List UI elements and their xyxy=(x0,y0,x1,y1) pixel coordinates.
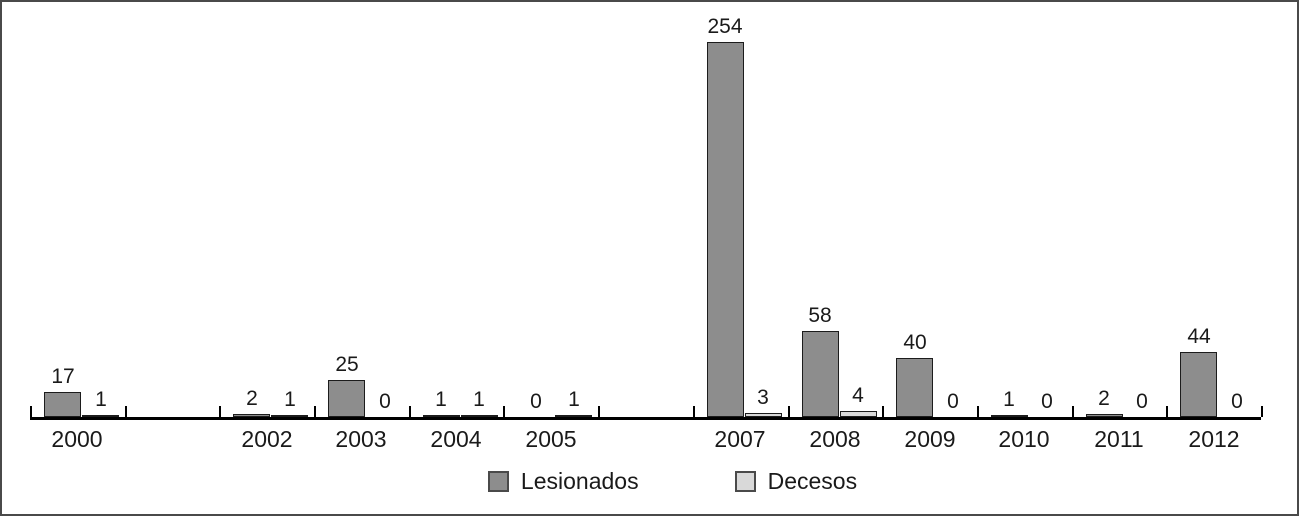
x-axis-year-label: 2008 xyxy=(809,426,861,452)
axis-tick xyxy=(1261,406,1263,417)
decesos-legend-label: Decesos xyxy=(767,467,858,494)
lesionados-bar xyxy=(991,415,1028,417)
axis-tick xyxy=(125,406,127,417)
decesos-value-label: 1 xyxy=(568,388,580,411)
lesionados-value-label: 1 xyxy=(1003,388,1015,411)
lesionados-value-label: 254 xyxy=(707,15,743,38)
axis-tick xyxy=(30,406,32,417)
axis-tick xyxy=(977,406,979,417)
lesionados-value-label: 1 xyxy=(435,388,447,411)
chart-legend: Lesionados Decesos xyxy=(2,465,1297,497)
axis-tick xyxy=(409,406,411,417)
lesionados-value-label: 25 xyxy=(335,353,359,376)
lesionados-bar xyxy=(328,380,365,417)
axis-tick xyxy=(788,406,790,417)
legend-item-lesionados: Lesionados xyxy=(487,467,639,495)
lesionados-value-label: 2 xyxy=(1098,387,1110,410)
axis-tick xyxy=(598,406,600,417)
lesionados-bar xyxy=(896,358,933,417)
x-axis-year-label: 2004 xyxy=(430,426,482,452)
decesos-bar xyxy=(745,413,782,417)
x-axis-year-label: 2000 xyxy=(51,426,103,452)
x-axis-year-label: 2005 xyxy=(525,426,577,452)
decesos-bar xyxy=(271,415,308,417)
x-axis-year-label: 2003 xyxy=(335,426,387,452)
lesionados-bar xyxy=(423,415,460,417)
x-axis-year-label: 2010 xyxy=(998,426,1050,452)
x-axis-year-label: 2002 xyxy=(241,426,293,452)
lesionados-bar xyxy=(802,331,839,417)
x-axis-year-label: 2009 xyxy=(904,426,956,452)
decesos-bar xyxy=(461,415,498,417)
decesos-value-label: 1 xyxy=(284,388,296,411)
decesos-value-label: 0 xyxy=(1041,390,1053,413)
lesionados-bar xyxy=(44,392,81,417)
decesos-bar xyxy=(840,411,877,417)
lesionados-value-label: 2 xyxy=(246,387,258,410)
lesionados-value-label: 44 xyxy=(1187,325,1211,348)
axis-tick xyxy=(503,406,505,417)
decesos-swatch xyxy=(734,470,756,492)
decesos-value-label: 1 xyxy=(95,388,107,411)
lesionados-bar xyxy=(1086,414,1123,417)
axis-tick xyxy=(219,406,221,417)
decesos-value-label: 4 xyxy=(852,384,864,407)
x-axis-year-label: 2007 xyxy=(714,426,766,452)
decesos-bar xyxy=(555,415,592,417)
x-axis-baseline xyxy=(30,417,1261,420)
decesos-value-label: 0 xyxy=(379,390,391,413)
x-axis-year-label: 2012 xyxy=(1188,426,1240,452)
x-axis-year-label: 2011 xyxy=(1094,426,1144,452)
decesos-value-label: 1 xyxy=(473,388,485,411)
axis-tick xyxy=(314,406,316,417)
decesos-value-label: 0 xyxy=(1136,390,1148,413)
legend-item-decesos: Decesos xyxy=(734,467,858,495)
lesionados-bar xyxy=(1180,352,1217,417)
lesionados-legend-label: Lesionados xyxy=(520,467,639,494)
lesionados-bar xyxy=(233,414,270,417)
decesos-bar xyxy=(82,415,119,417)
lesionados-value-label: 40 xyxy=(903,331,927,354)
decesos-value-label: 0 xyxy=(947,390,959,413)
axis-tick xyxy=(882,406,884,417)
axis-tick xyxy=(1072,406,1074,417)
lesionados-swatch xyxy=(487,470,509,492)
lesionados-value-label: 58 xyxy=(808,304,832,327)
lesionados-bar xyxy=(707,42,744,417)
axis-tick xyxy=(693,406,695,417)
decesos-value-label: 3 xyxy=(757,386,769,409)
lesionados-value-label: 17 xyxy=(51,365,75,388)
axis-tick xyxy=(1166,406,1168,417)
lesionados-value-label: 0 xyxy=(530,390,542,413)
decesos-value-label: 0 xyxy=(1231,390,1243,413)
